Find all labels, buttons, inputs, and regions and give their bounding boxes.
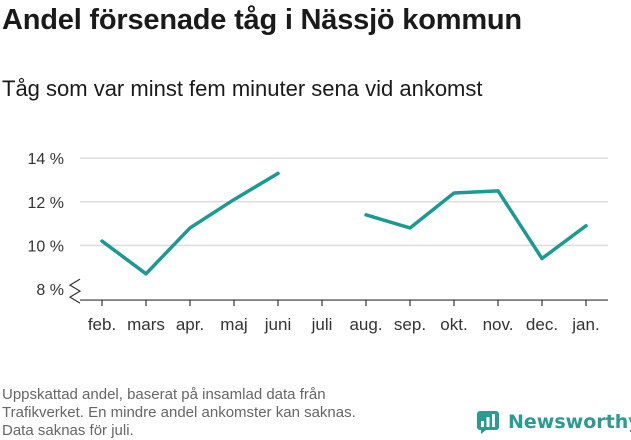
x-tick-label: aug. [349,315,382,334]
x-tick-label: maj [220,315,247,334]
x-tick-label: apr. [176,315,204,334]
x-tick-label: nov. [483,315,514,334]
brand-name: Newsworthy [508,411,631,433]
x-tick-label: juni [264,315,291,334]
gridlines [80,157,608,247]
x-tick-label: feb. [88,315,116,334]
x-axis: feb. mars apr. maj juni juli aug. sep. okt. nov. d… [80,299,608,334]
y-tick-label: 14 % [28,151,64,168]
y-axis: 8 % 10 % 12 % 14 % [28,151,82,304]
axis-break-icon [68,278,82,304]
y-tick-label: 10 % [28,238,64,255]
y-tick-label: 8 % [36,282,64,299]
series-line [100,171,280,276]
newsworthy-logo-icon [477,411,499,434]
x-tick-label: mars [127,315,165,334]
series-line [364,189,588,261]
footnote-line: Data saknas för juli. [2,422,134,439]
data-series [100,171,588,276]
footnote-line: Uppskattad andel, baserat på insamlad da… [2,386,326,403]
x-tick-label: dec. [526,315,558,334]
chart-subtitle: Tåg som var minst fem minuter sena vid a… [2,76,483,101]
x-tick-label: sep. [394,315,426,334]
footnote: Uppskattad andel, baserat på insamlad da… [2,386,356,440]
x-tick-label: okt. [440,315,467,334]
y-tick-label: 12 % [28,195,64,212]
line-chart: 8 % 10 % 12 % 14 % feb. mars apr. maj juni juli a… [28,151,608,334]
x-tick-label: juli [311,315,333,334]
brand: Newsworthy [476,410,631,434]
x-tick-label: jan. [571,315,599,334]
chart-title: Andel försenade tåg i Nässjö kommun [2,4,522,36]
footnote-line: Trafikverket. En mindre andel ankomster … [2,404,356,421]
